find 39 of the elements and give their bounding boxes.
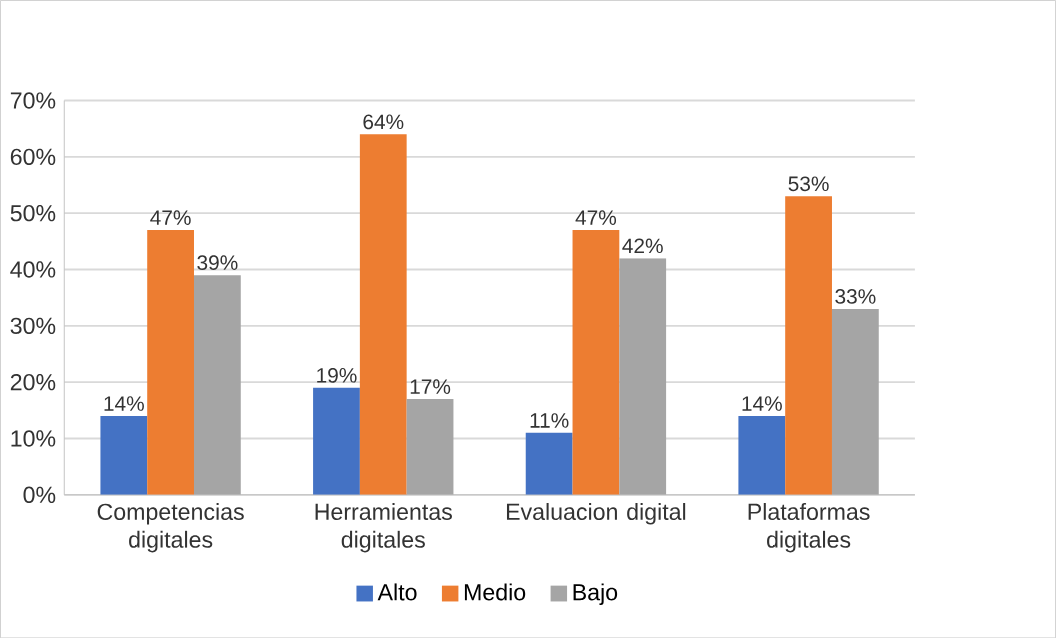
y-tick-label: 70% [10, 92, 56, 109]
data-label: 64% [363, 114, 404, 130]
data-label: 53% [788, 176, 829, 191]
data-label: 39% [197, 255, 238, 270]
data-label: 17% [410, 379, 451, 394]
bar [572, 229, 620, 495]
legend-label: Medio [464, 583, 526, 601]
data-label: 42% [622, 238, 663, 253]
data-label: 14% [742, 396, 782, 411]
data-label: 11% [530, 412, 569, 428]
x-tick-label: Competencias digitales [97, 502, 244, 553]
bar [194, 274, 241, 495]
bar [100, 415, 148, 495]
y-tick-label: 50% [10, 204, 56, 222]
legend-label: Alto [377, 583, 417, 601]
data-label: 47% [150, 210, 191, 225]
bar [738, 415, 786, 495]
data-label: 47% [575, 210, 617, 225]
y-tick-label: 20% [10, 373, 56, 391]
bar [619, 258, 667, 495]
bar [406, 398, 454, 495]
y-tick-label: 30% [10, 317, 56, 334]
bar [525, 432, 573, 495]
x-tick-label: Evaluacion digital [506, 502, 686, 525]
y-tick-label: 0% [23, 486, 56, 503]
x-tick-label: Herramientas digitales [315, 502, 452, 553]
y-tick-label: 10% [11, 430, 56, 447]
y-tick-label: 40% [10, 261, 56, 278]
bar [785, 196, 832, 495]
data-label: 14% [104, 396, 144, 411]
y-tick-label: 60% [10, 148, 56, 165]
bar [831, 308, 879, 495]
data-label: 33% [835, 288, 876, 304]
bar [359, 134, 407, 495]
bar [313, 387, 360, 495]
x-tick-label: Plataformas digitales [748, 502, 870, 553]
legend-label: Bajo [573, 583, 618, 605]
bar [147, 229, 194, 495]
data-label: 19% [317, 367, 357, 383]
